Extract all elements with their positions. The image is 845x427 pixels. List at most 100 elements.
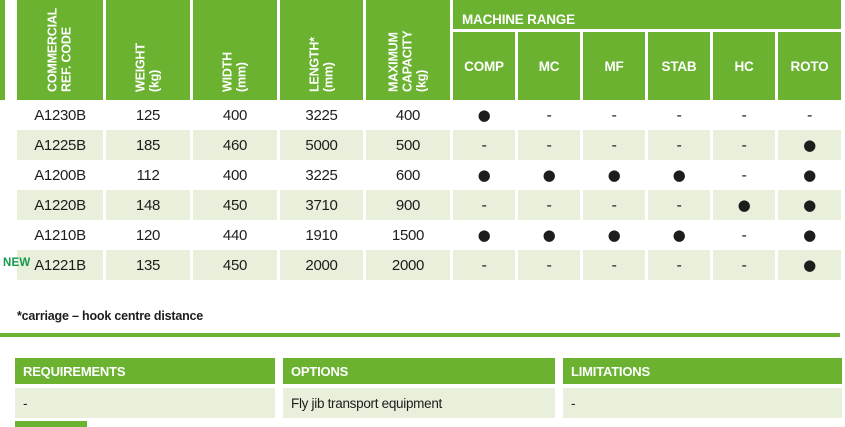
table-row: A1220B 148 450 3710 900 - - - - ● ●	[17, 190, 841, 220]
ref-code-cell: A1200B	[34, 166, 86, 184]
width-cell: 440	[222, 226, 248, 244]
range-cell-comp: ●	[477, 166, 491, 184]
range-cell-comp: -	[453, 190, 515, 220]
machine-range-col-roto: ROTO	[778, 32, 841, 100]
column-header-label: COMMERCIAL	[45, 7, 60, 92]
range-cell-stab: -	[676, 106, 682, 124]
range-cell-mf: -	[583, 250, 645, 280]
range-cell-comp: -	[453, 130, 515, 160]
length-cell: 3225	[305, 106, 338, 124]
range-cell-mf: -	[583, 190, 645, 220]
range-cell-hc: -	[741, 166, 747, 184]
left-accent-strip	[0, 0, 5, 100]
range-cell-mc: -	[518, 250, 580, 280]
range-cell-stab: ●	[672, 226, 686, 244]
footnote: *carriage – hook centre distance	[17, 309, 204, 323]
machine-range-col-stab: STAB	[648, 32, 710, 100]
length-cell: 1910	[305, 226, 338, 244]
ref-code-cell: A1225B	[17, 130, 103, 160]
ref-code-cell: A1230B	[34, 106, 86, 124]
table-row: A1221B 135 450 2000 2000 - - - - - ●	[17, 250, 841, 280]
capacity-cell: 500	[366, 130, 450, 160]
column-header-weight: WEIGHT (kg)	[106, 0, 190, 100]
requirements-value: -	[15, 388, 275, 418]
range-cell-hc: -	[741, 106, 747, 124]
length-cell: 3710	[280, 190, 363, 220]
column-header-width: WIDTH (mm)	[193, 0, 277, 100]
column-header-label: CAPACITY	[400, 30, 415, 92]
machine-range-title: MACHINE RANGE	[462, 12, 575, 27]
length-cell: 3225	[305, 166, 338, 184]
range-cell-roto: ●	[803, 166, 816, 184]
range-cell-mf: -	[611, 106, 617, 124]
range-cell-stab: -	[648, 190, 710, 220]
range-cell-roto: ●	[778, 190, 841, 220]
width-cell: 450	[193, 250, 277, 280]
column-header-label: LENGTH*	[306, 37, 321, 92]
width-cell: 400	[222, 166, 248, 184]
range-cell-roto: ●	[778, 130, 841, 160]
capacity-cell: 2000	[366, 250, 450, 280]
range-cell-mc: -	[518, 130, 580, 160]
column-header-unit: (kg)	[147, 69, 161, 92]
range-cell-hc: -	[713, 130, 775, 160]
width-cell: 460	[193, 130, 277, 160]
machine-range-col-mf: MF	[583, 32, 645, 100]
ref-code-cell: A1221B	[17, 250, 103, 280]
machine-range-col-mc: MC	[518, 32, 580, 100]
range-cell-stab: -	[648, 250, 710, 280]
range-cell-roto: -	[806, 106, 813, 124]
width-cell: 450	[193, 190, 277, 220]
column-header-label: MAXIMUM	[386, 32, 401, 92]
range-cell-mf: ●	[607, 226, 621, 244]
table-row: A1230B 125 400 3225 400 ● - - - - -	[17, 100, 841, 130]
range-cell-roto: ●	[778, 250, 841, 280]
range-cell-mc: -	[546, 106, 552, 124]
weight-cell: 120	[135, 226, 161, 244]
width-cell: 400	[222, 106, 248, 124]
range-cell-hc: -	[741, 226, 747, 244]
column-header-length: LENGTH* (mm)	[280, 0, 363, 100]
machine-range-header: MACHINE RANGE COMP MC MF STAB HC ROTO	[453, 0, 841, 100]
capacity-cell: 900	[366, 190, 450, 220]
limitations-header: LIMITATIONS	[563, 358, 842, 384]
column-header-label: WEIGHT	[133, 43, 148, 92]
range-cell-mc: ●	[542, 226, 556, 244]
info-table: REQUIREMENTS OPTIONS LIMITATIONS - Fly j…	[15, 358, 842, 418]
new-badge: NEW	[3, 257, 31, 269]
range-cell-comp: ●	[477, 106, 491, 124]
table-row: A1225B 185 460 5000 500 - - - - - ●	[17, 130, 841, 160]
bottom-accent-bar	[15, 421, 87, 427]
range-cell-comp: -	[453, 250, 515, 280]
range-cell-comp: ●	[477, 226, 491, 244]
column-header-unit: (mm)	[234, 62, 248, 92]
range-cell-hc: -	[713, 250, 775, 280]
column-header-label: WIDTH	[220, 52, 235, 92]
range-cell-mf: ●	[607, 166, 621, 184]
range-cell-mf: -	[583, 130, 645, 160]
machine-range-col-comp: COMP	[453, 32, 515, 100]
weight-cell: 185	[106, 130, 190, 160]
machine-range-col-hc: HC	[713, 32, 775, 100]
table-row: A1210B 120 440 1910 1500 ● ● ● ● - ●	[17, 220, 841, 250]
table-row: A1200B 112 400 3225 600 ● ● ● ● - ●	[17, 160, 841, 190]
weight-cell: 135	[106, 250, 190, 280]
column-header-unit: (mm)	[320, 62, 335, 92]
range-cell-hc: ●	[713, 190, 775, 220]
weight-cell: 148	[106, 190, 190, 220]
spec-table-header: COMMERCIAL REF. CODE WEIGHT (kg) WIDTH (…	[17, 0, 841, 100]
range-cell-stab: ●	[672, 166, 686, 184]
capacity-cell: 600	[395, 166, 421, 184]
column-header-label: REF. CODE	[59, 27, 73, 92]
options-header: OPTIONS	[283, 358, 555, 384]
machine-range-underline	[453, 29, 841, 32]
column-header-commercial-ref-code: COMMERCIAL REF. CODE	[17, 0, 103, 100]
section-divider	[0, 333, 840, 337]
range-cell-roto: ●	[803, 226, 816, 244]
length-cell: 5000	[280, 130, 363, 160]
capacity-cell: 400	[395, 106, 421, 124]
spec-table: COMMERCIAL REF. CODE WEIGHT (kg) WIDTH (…	[17, 0, 841, 280]
length-cell: 2000	[280, 250, 363, 280]
column-header-unit: (kg)	[413, 69, 428, 92]
ref-code-cell: A1220B	[17, 190, 103, 220]
